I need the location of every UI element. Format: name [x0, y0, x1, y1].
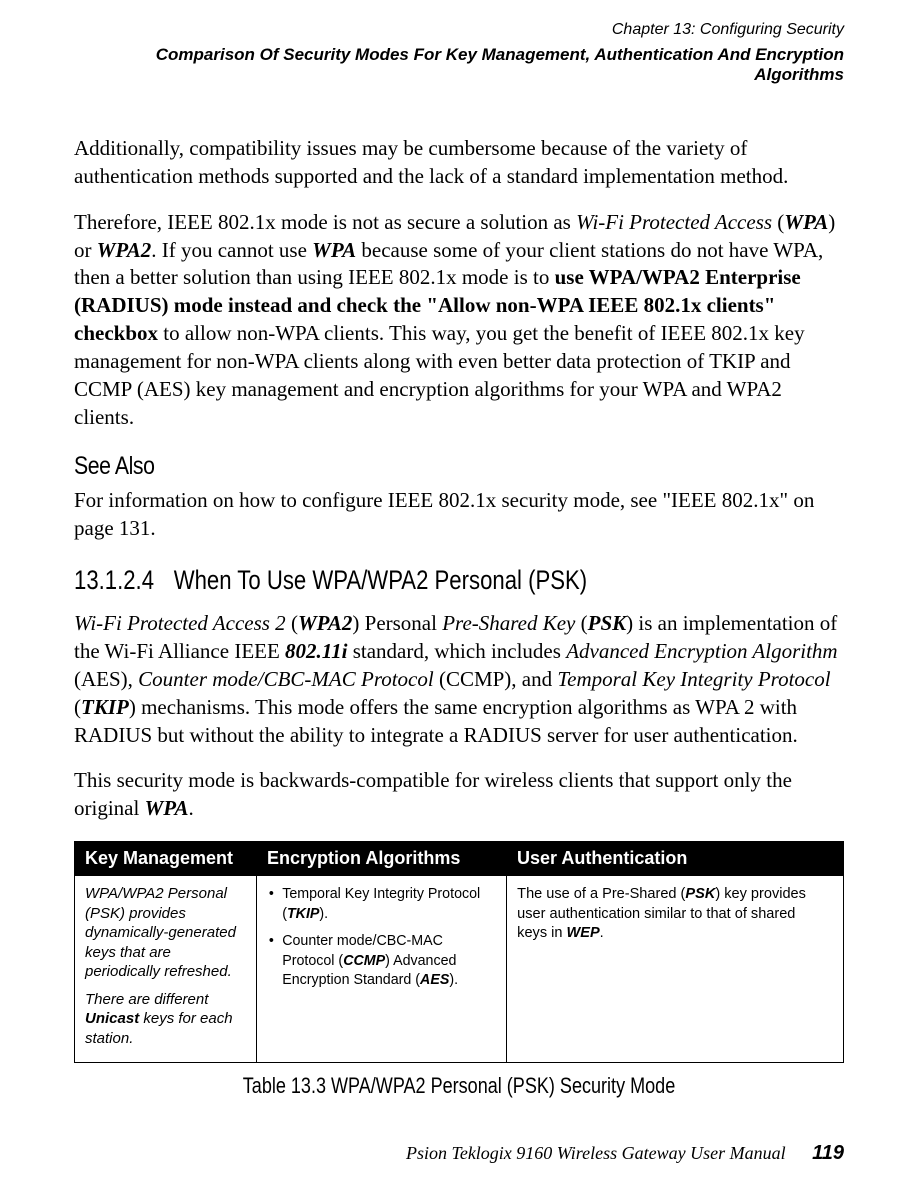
- page-container: Chapter 13: Configuring Security Compari…: [0, 0, 904, 1099]
- p3-n: (CCMP), and: [434, 667, 558, 691]
- see-also-body: For information on how to configure IEEE…: [74, 487, 844, 543]
- section-title: When To Use WPA/WPA2 Personal (PSK): [174, 565, 587, 596]
- p2-paren1: (: [772, 210, 784, 234]
- footer: Psion Teklogix 9160 Wireless Gateway Use…: [406, 1142, 844, 1165]
- cell-key-management: WPA/WPA2 Personal (PSK) provides dynamic…: [75, 876, 257, 1063]
- table-row: WPA/WPA2 Personal (PSK) provides dynamic…: [75, 876, 844, 1063]
- cell-user-auth: The use of a Pre-Shared (PSK) key provid…: [507, 876, 834, 1063]
- p3-a: Wi-Fi Protected Access 2: [74, 611, 286, 635]
- p3-j: standard, which includes: [347, 639, 566, 663]
- p4-b: WPA: [145, 796, 189, 820]
- p3-p: (: [74, 695, 81, 719]
- p3-f: (: [575, 611, 587, 635]
- b2-e: ).: [449, 971, 458, 988]
- c1-p2-a: There are different: [85, 991, 208, 1008]
- c3-d: WEP: [566, 924, 599, 941]
- p3-d: ) Personal: [352, 611, 442, 635]
- th-key-management: Key Management: [75, 842, 257, 876]
- paragraph-4: This security mode is backwards-compatib…: [74, 767, 844, 823]
- b1-c: ).: [319, 905, 328, 922]
- p2-prefix: Therefore, IEEE 802.1x mode is not as se…: [74, 210, 576, 234]
- p2-mid1: . If you cannot use: [151, 238, 312, 262]
- b1-b: TKIP: [287, 905, 319, 922]
- paragraph-3: Wi-Fi Protected Access 2 (WPA2) Personal…: [74, 610, 844, 750]
- table-caption: Table 13.3 WPA/WPA2 Personal (PSK) Secur…: [143, 1073, 774, 1099]
- c1-p2-b: Unicast: [85, 1010, 139, 1027]
- p2-wpa2: WPA2: [97, 238, 151, 262]
- table-header-row: Key Management Encryption Algorithms Use…: [75, 842, 844, 876]
- p3-m: Counter mode/CBC-MAC Protocol: [138, 667, 434, 691]
- list-item: Counter mode/CBC-MAC Protocol (CCMP) Adv…: [267, 931, 485, 990]
- b2-d: AES: [420, 971, 449, 988]
- p3-c: WPA2: [298, 611, 352, 635]
- p3-b: (: [286, 611, 298, 635]
- p2-wpa: WPA: [784, 210, 828, 234]
- p3-q: TKIP: [81, 695, 129, 719]
- p3-i: 802.11i: [285, 639, 347, 663]
- header-section: Comparison Of Security Modes For Key Man…: [74, 45, 844, 85]
- c3-a: The use of a Pre-Shared (: [517, 885, 685, 902]
- p2-tail: to allow non-WPA clients. This way, you …: [74, 321, 805, 429]
- p3-l: (AES),: [74, 667, 138, 691]
- paragraph-1: Additionally, compatibility issues may b…: [74, 135, 844, 191]
- cell-encryption: Temporal Key Integrity Protocol (TKIP). …: [257, 876, 507, 1063]
- p3-e: Pre-Shared Key: [442, 611, 575, 635]
- p2-wpa-b: WPA: [312, 238, 356, 262]
- c1-p2: There are different Unicast keys for eac…: [85, 990, 246, 1049]
- c1-p1: WPA/WPA2 Personal (PSK) provides dynamic…: [85, 884, 246, 982]
- p4-c: .: [189, 796, 194, 820]
- p2-wifi: Wi-Fi Protected Access: [576, 210, 772, 234]
- th-encryption: Encryption Algorithms: [257, 842, 507, 876]
- p3-o: Temporal Key Integrity Protocol: [557, 667, 830, 691]
- c3-e: .: [599, 924, 603, 941]
- p3-g: PSK: [588, 611, 627, 635]
- footer-text: Psion Teklogix 9160 Wireless Gateway Use…: [406, 1143, 786, 1163]
- header-chapter: Chapter 13: Configuring Security: [74, 20, 844, 41]
- p3-k: Advanced Encryption Algorithm: [566, 639, 837, 663]
- b2-b: CCMP: [343, 952, 385, 969]
- th-user-auth: User Authentication: [507, 842, 844, 876]
- c3-b: PSK: [685, 885, 715, 902]
- section-heading: 13.1.2.4 When To Use WPA/WPA2 Personal (…: [74, 565, 705, 596]
- page-number: 119: [812, 1142, 844, 1164]
- p3-r: ) mechanisms. This mode offers the same …: [74, 695, 798, 747]
- paragraph-2: Therefore, IEEE 802.1x mode is not as se…: [74, 209, 844, 432]
- list-item: Temporal Key Integrity Protocol (TKIP).: [267, 884, 485, 923]
- section-number: 13.1.2.4: [74, 565, 154, 596]
- security-table: Key Management Encryption Algorithms Use…: [74, 841, 844, 1063]
- see-also-heading: See Also: [74, 452, 729, 481]
- encryption-list: Temporal Key Integrity Protocol (TKIP). …: [267, 884, 496, 990]
